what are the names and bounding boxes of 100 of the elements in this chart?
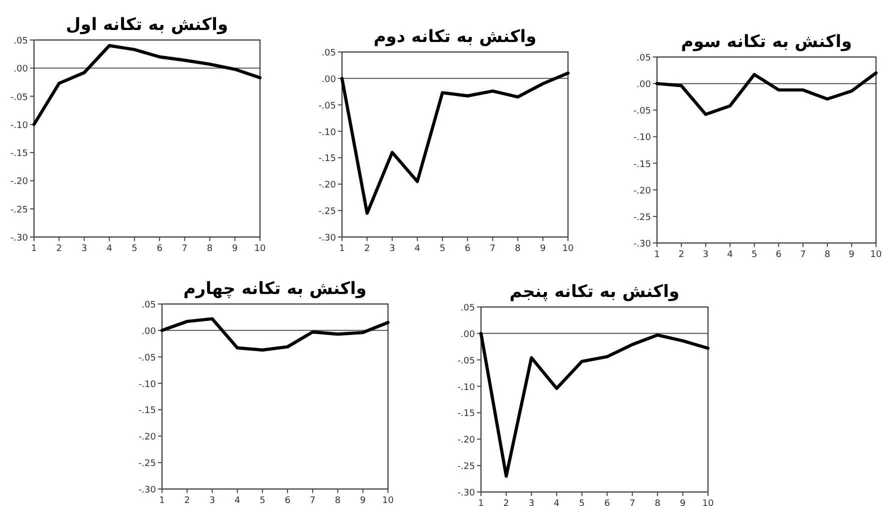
line-series <box>655 71 878 116</box>
x-tick-label: 1 <box>339 244 345 254</box>
x-tick-label: 5 <box>132 244 138 254</box>
x-tick-label: 2 <box>364 244 370 254</box>
x-tick-label: 10 <box>870 250 882 260</box>
x-tick-label: 9 <box>232 244 238 254</box>
y-tick-label: -.30 <box>10 234 28 244</box>
y-tick-label: -.05 <box>138 353 156 364</box>
y-tick-label: -.30 <box>457 488 476 498</box>
x-tick-label: 7 <box>310 496 316 506</box>
x-tick-label: 9 <box>540 244 546 254</box>
y-tick-label: .05 <box>142 300 156 310</box>
x-tick-label: 8 <box>206 244 213 254</box>
y-tick-label: -.20 <box>138 432 156 443</box>
chart-title: واکنش به تکانه سوم <box>681 32 852 52</box>
x-tick-label: 4 <box>727 250 734 260</box>
y-tick-label: -.10 <box>10 120 28 131</box>
line-series <box>340 72 570 215</box>
x-tick-label: 8 <box>654 499 661 506</box>
x-tick-label: 8 <box>824 250 830 260</box>
x-tick-label: 10 <box>702 499 714 506</box>
x-tick-label: 1 <box>31 244 37 254</box>
x-tick-label: 10 <box>382 496 394 506</box>
y-tick-label: -.20 <box>457 436 476 446</box>
x-tick-label: 7 <box>490 244 496 254</box>
x-tick-label: 1 <box>654 250 660 260</box>
x-tick-label: 7 <box>182 244 188 254</box>
y-tick-label: .00 <box>636 80 652 90</box>
y-tick-label: -.15 <box>633 160 651 170</box>
y-tick-label: -.15 <box>457 409 475 420</box>
y-tick-label: -.05 <box>318 101 336 112</box>
x-tick-label: 2 <box>678 250 684 260</box>
x-tick-label: 6 <box>284 496 291 506</box>
x-tick-label: 4 <box>106 244 112 254</box>
x-tick-label: 7 <box>629 499 636 506</box>
x-tick-label: 4 <box>414 244 420 254</box>
x-tick-label: 4 <box>554 499 560 506</box>
y-tick-label: .05 <box>14 36 28 46</box>
y-tick-label: -.20 <box>10 177 28 188</box>
x-tick-label: 1 <box>478 499 484 506</box>
y-tick-label: -.05 <box>457 356 475 366</box>
y-tick-label: -.25 <box>10 205 28 216</box>
x-tick-label: 5 <box>751 250 758 260</box>
y-tick-label: -.05 <box>10 92 28 103</box>
x-tick-label: 10 <box>562 244 574 254</box>
x-tick-label: 3 <box>81 244 88 254</box>
y-tick-label: .00 <box>322 74 336 85</box>
y-tick-label: -.30 <box>318 234 336 244</box>
chart-title: واکنش به تکانه چهارم <box>183 279 367 299</box>
y-tick-label: -.15 <box>10 149 28 160</box>
x-tick-label: 3 <box>389 244 396 254</box>
y-tick-label: -.10 <box>318 128 336 138</box>
y-tick-label: -.20 <box>318 180 336 191</box>
x-tick-label: 1 <box>159 496 165 506</box>
chart-title: واکنش به تکانه اول <box>66 15 228 35</box>
x-tick-label: 10 <box>254 244 266 254</box>
y-tick-label: -.25 <box>633 212 651 223</box>
y-tick-label: -.10 <box>457 382 476 393</box>
y-tick-label: -.10 <box>138 380 156 390</box>
chart-title: واکنش به تکانه دوم <box>374 27 536 47</box>
y-tick-label: .00 <box>460 330 476 340</box>
x-tick-label: 2 <box>56 244 62 254</box>
x-tick-label: 6 <box>604 499 610 506</box>
x-tick-label: 9 <box>680 499 686 506</box>
line-series <box>479 332 710 478</box>
x-tick-label: 9 <box>360 496 366 506</box>
y-tick-label: -.10 <box>633 133 652 144</box>
x-tick-label: 3 <box>528 499 534 506</box>
x-tick-label: 8 <box>334 496 341 506</box>
y-tick-label: .05 <box>322 48 336 58</box>
chart-title: واکنش به تکانه پنجم <box>510 282 680 302</box>
y-tick-label: -.25 <box>457 462 475 472</box>
y-tick-label: .00 <box>142 326 156 337</box>
x-tick-label: 8 <box>514 244 521 254</box>
x-tick-label: 9 <box>848 250 855 260</box>
y-tick-label: -.20 <box>633 186 652 196</box>
x-tick-label: 5 <box>579 499 585 506</box>
y-tick-label: -.05 <box>633 106 651 117</box>
x-tick-label: 5 <box>260 496 266 506</box>
line-series <box>32 44 262 126</box>
x-tick-label: 3 <box>702 250 709 260</box>
x-tick-label: 2 <box>184 496 190 506</box>
y-tick-label: -.25 <box>138 459 156 470</box>
x-tick-label: 6 <box>776 250 782 260</box>
x-tick-label: 4 <box>234 496 240 506</box>
y-tick-label: -.25 <box>318 207 336 218</box>
x-tick-label: 5 <box>440 244 446 254</box>
x-tick-label: 6 <box>464 244 471 254</box>
x-tick-label: 6 <box>156 244 163 254</box>
y-tick-label: .00 <box>14 64 28 75</box>
x-tick-label: 2 <box>503 499 510 506</box>
y-tick-label: -.30 <box>138 486 156 496</box>
x-tick-label: 7 <box>800 250 806 260</box>
x-tick-label: 3 <box>209 496 216 506</box>
y-tick-label: .05 <box>460 304 475 314</box>
y-tick-label: -.15 <box>318 154 336 164</box>
y-tick-label: .05 <box>636 54 651 64</box>
line-series <box>160 317 390 352</box>
y-tick-label: -.15 <box>138 406 156 416</box>
y-tick-label: -.30 <box>633 240 652 250</box>
